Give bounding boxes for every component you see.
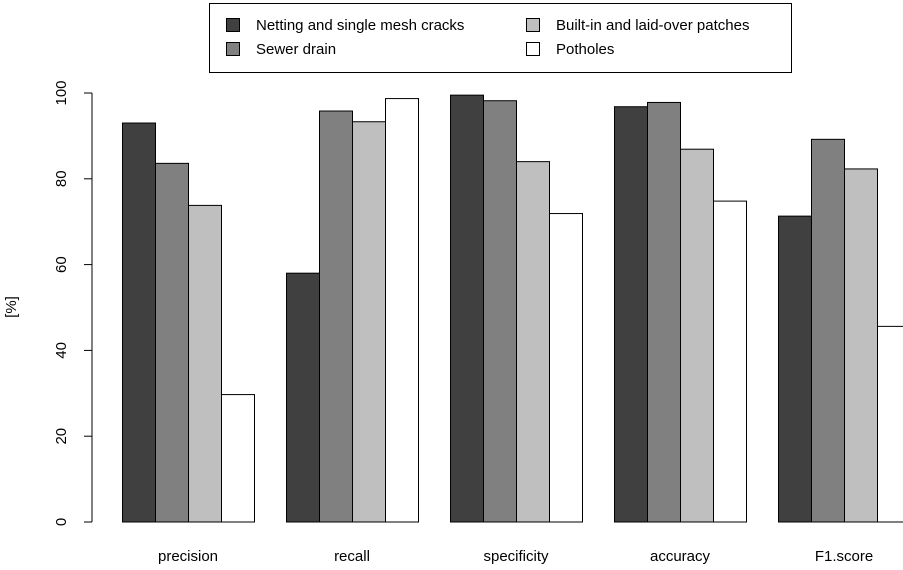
bar-f1-score-netting-and-single-mesh-cracks <box>778 215 812 523</box>
bar-precision-netting-and-single-mesh-cracks <box>122 122 156 523</box>
bar-recall-netting-and-single-mesh-cracks <box>286 272 320 523</box>
x-tick-label-precision: precision <box>158 548 218 565</box>
legend-swatch-potholes <box>526 42 540 56</box>
bar-precision-sewer-drain <box>155 162 189 523</box>
bar-recall-potholes <box>385 98 419 523</box>
bar-specificity-sewer-drain <box>483 100 517 523</box>
legend-swatch-netting-and-single-mesh-cracks <box>226 18 240 32</box>
bar-accuracy-potholes <box>713 200 747 523</box>
legend-box <box>209 3 792 73</box>
y-tick-label: 0 <box>53 518 70 526</box>
bar-f1-score-sewer-drain <box>811 138 845 523</box>
legend-swatch-built-in-and-laid-over-patches <box>526 18 540 32</box>
legend-label-netting-and-single-mesh-cracks: Netting and single mesh cracks <box>256 17 464 34</box>
bars-group <box>122 94 903 523</box>
bar-accuracy-built-in-and-laid-over-patches <box>680 148 714 523</box>
bar-f1-score-built-in-and-laid-over-patches <box>844 168 878 523</box>
bar-accuracy-sewer-drain <box>647 101 681 523</box>
bar-precision-potholes <box>221 394 255 523</box>
legend-label-built-in-and-laid-over-patches: Built-in and laid-over patches <box>556 17 749 34</box>
x-axis-labels: precision recall specificity accuracy F1.sco… <box>158 548 873 565</box>
y-tick-label: 100 <box>53 80 70 105</box>
bar-recall-built-in-and-laid-over-patches <box>352 121 386 523</box>
bar-precision-built-in-and-laid-over-patches <box>188 204 222 523</box>
legend: Netting and single mesh cracks Sewer drai… <box>209 3 792 73</box>
y-tick-label: 80 <box>53 170 70 187</box>
y-axis: 0 20 40 60 80 100 <box>53 80 93 526</box>
bar-f1-score-potholes <box>877 325 903 523</box>
legend-swatch-sewer-drain <box>226 42 240 56</box>
y-axis-title: [%] <box>3 296 20 318</box>
y-tick-label: 60 <box>53 256 70 273</box>
x-tick-label-specificity: specificity <box>483 548 549 565</box>
legend-label-potholes: Potholes <box>556 41 614 58</box>
bar-specificity-netting-and-single-mesh-cracks <box>450 94 484 523</box>
bar-recall-sewer-drain <box>319 110 353 523</box>
x-tick-label-f1-score: F1.score <box>815 548 873 565</box>
legend-label-sewer-drain: Sewer drain <box>256 41 336 58</box>
y-tick-label: 20 <box>53 428 70 445</box>
x-tick-label-accuracy: accuracy <box>650 548 711 565</box>
bar-accuracy-netting-and-single-mesh-cracks <box>614 106 648 523</box>
x-tick-label-recall: recall <box>334 548 370 565</box>
bar-specificity-built-in-and-laid-over-patches <box>516 161 550 523</box>
y-tick-label: 40 <box>53 342 70 359</box>
bar-specificity-potholes <box>549 213 583 523</box>
